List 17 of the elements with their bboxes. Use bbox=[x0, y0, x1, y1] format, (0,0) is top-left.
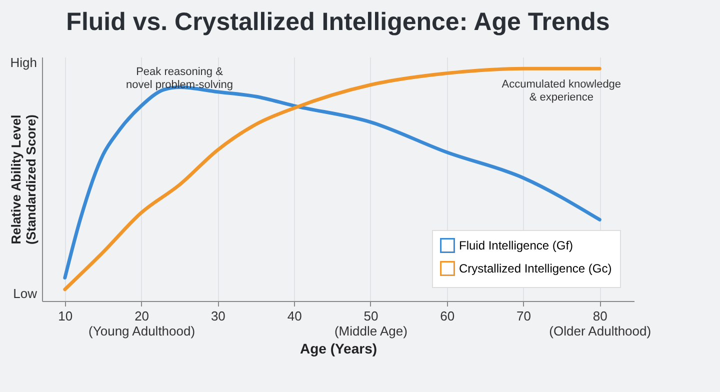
text: Low bbox=[13, 286, 38, 301]
x-axis-title: Age (Years) bbox=[300, 340, 378, 356]
text: High bbox=[10, 55, 37, 70]
x-tick-label: 60 bbox=[440, 308, 455, 324]
legend-label: Fluid Intelligence (Gf) bbox=[459, 238, 574, 252]
y-axis-title: Relative Ability Level (Standardized Score) bbox=[8, 114, 38, 245]
x-tick-label: 40 bbox=[287, 308, 302, 324]
x-tick-label: 20 (Young Adulthood) bbox=[88, 308, 196, 338]
legend-label: Crystallized Intelligence (Gc) bbox=[459, 262, 612, 276]
x-tick-label: 80 (Older Adulthood) bbox=[549, 308, 652, 338]
x-tick-label: 70 bbox=[516, 308, 531, 324]
chart-title: Fluid vs. Crystallized Intelligence: Age Trends bbox=[66, 8, 610, 36]
annotation: Peak reasoning & novel problem-solving bbox=[126, 66, 233, 92]
x-tick-label: 50 (Middle Age) bbox=[334, 308, 408, 338]
x-tick-label: 30 bbox=[210, 308, 226, 324]
x-tick-label: 10 bbox=[58, 308, 73, 324]
annotation: Accumulated knowledge & experience bbox=[502, 78, 622, 104]
